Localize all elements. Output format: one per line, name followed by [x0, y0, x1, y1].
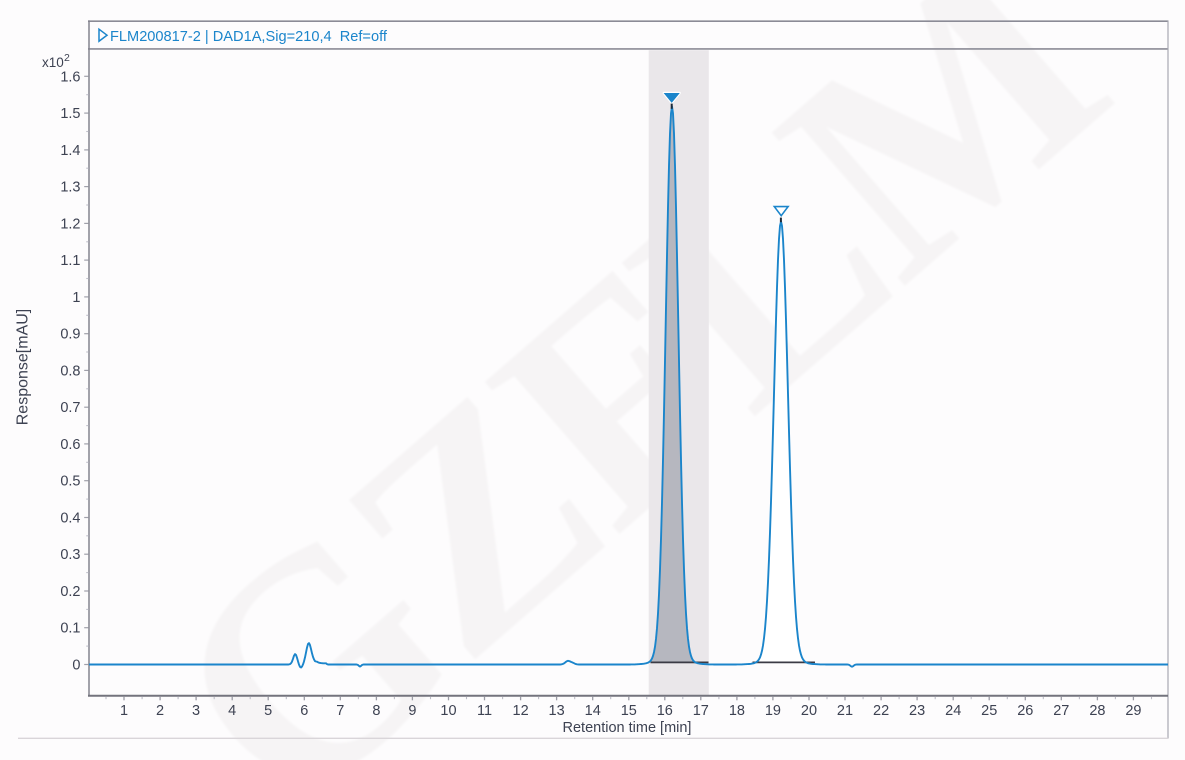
- svg-text:1.3: 1.3: [60, 180, 80, 196]
- svg-text:1.4: 1.4: [60, 143, 80, 159]
- svg-text:13: 13: [549, 703, 565, 719]
- svg-text:25: 25: [981, 703, 997, 719]
- svg-text:0.1: 0.1: [60, 621, 80, 637]
- svg-text:1.2: 1.2: [60, 216, 80, 232]
- svg-text:28: 28: [1089, 703, 1105, 719]
- svg-text:0.4: 0.4: [60, 511, 80, 527]
- svg-text:17: 17: [693, 703, 709, 719]
- svg-text:1.1: 1.1: [60, 253, 80, 269]
- svg-text:1: 1: [72, 290, 80, 306]
- svg-text:7: 7: [336, 703, 344, 719]
- svg-text:0.2: 0.2: [60, 584, 80, 600]
- svg-text:11: 11: [477, 703, 492, 719]
- svg-text:0.7: 0.7: [60, 400, 80, 416]
- svg-text:20: 20: [801, 703, 817, 719]
- svg-text:5: 5: [264, 703, 272, 719]
- svg-text:Response[mAU]: Response[mAU]: [15, 309, 32, 426]
- svg-text:FLM200817-2 | DAD1A,Sig=210,4: FLM200817-2 | DAD1A,Sig=210,4 Ref=off: [110, 29, 388, 45]
- svg-text:14: 14: [585, 703, 601, 719]
- svg-text:29: 29: [1125, 703, 1141, 719]
- svg-text:x10: x10: [42, 55, 64, 70]
- svg-text:GZFLM: GZFLM: [108, 0, 1162, 760]
- svg-text:0.8: 0.8: [60, 363, 80, 379]
- svg-text:1: 1: [120, 703, 128, 719]
- svg-text:26: 26: [1017, 703, 1033, 719]
- svg-text:8: 8: [372, 703, 380, 719]
- svg-text:24: 24: [945, 703, 961, 719]
- svg-text:6: 6: [300, 703, 308, 719]
- svg-text:1.5: 1.5: [60, 106, 80, 122]
- svg-text:Retention time [min]: Retention time [min]: [563, 720, 692, 736]
- svg-text:12: 12: [513, 703, 529, 719]
- svg-text:27: 27: [1053, 703, 1069, 719]
- svg-text:16: 16: [657, 703, 673, 719]
- svg-text:0: 0: [72, 658, 80, 674]
- svg-text:9: 9: [408, 703, 416, 719]
- svg-text:23: 23: [909, 703, 925, 719]
- svg-text:2: 2: [156, 703, 164, 719]
- svg-text:4: 4: [228, 703, 236, 719]
- svg-text:22: 22: [873, 703, 889, 719]
- svg-text:18: 18: [729, 703, 745, 719]
- svg-text:1.6: 1.6: [60, 69, 80, 85]
- svg-text:0.3: 0.3: [60, 547, 80, 563]
- svg-text:0.9: 0.9: [60, 327, 80, 343]
- svg-text:0.5: 0.5: [60, 474, 80, 490]
- svg-text:2: 2: [64, 52, 70, 64]
- svg-text:3: 3: [192, 703, 200, 719]
- svg-text:21: 21: [837, 703, 853, 719]
- svg-text:19: 19: [765, 703, 781, 719]
- svg-text:10: 10: [440, 703, 456, 719]
- svg-text:0.6: 0.6: [60, 437, 80, 453]
- svg-text:15: 15: [621, 703, 637, 719]
